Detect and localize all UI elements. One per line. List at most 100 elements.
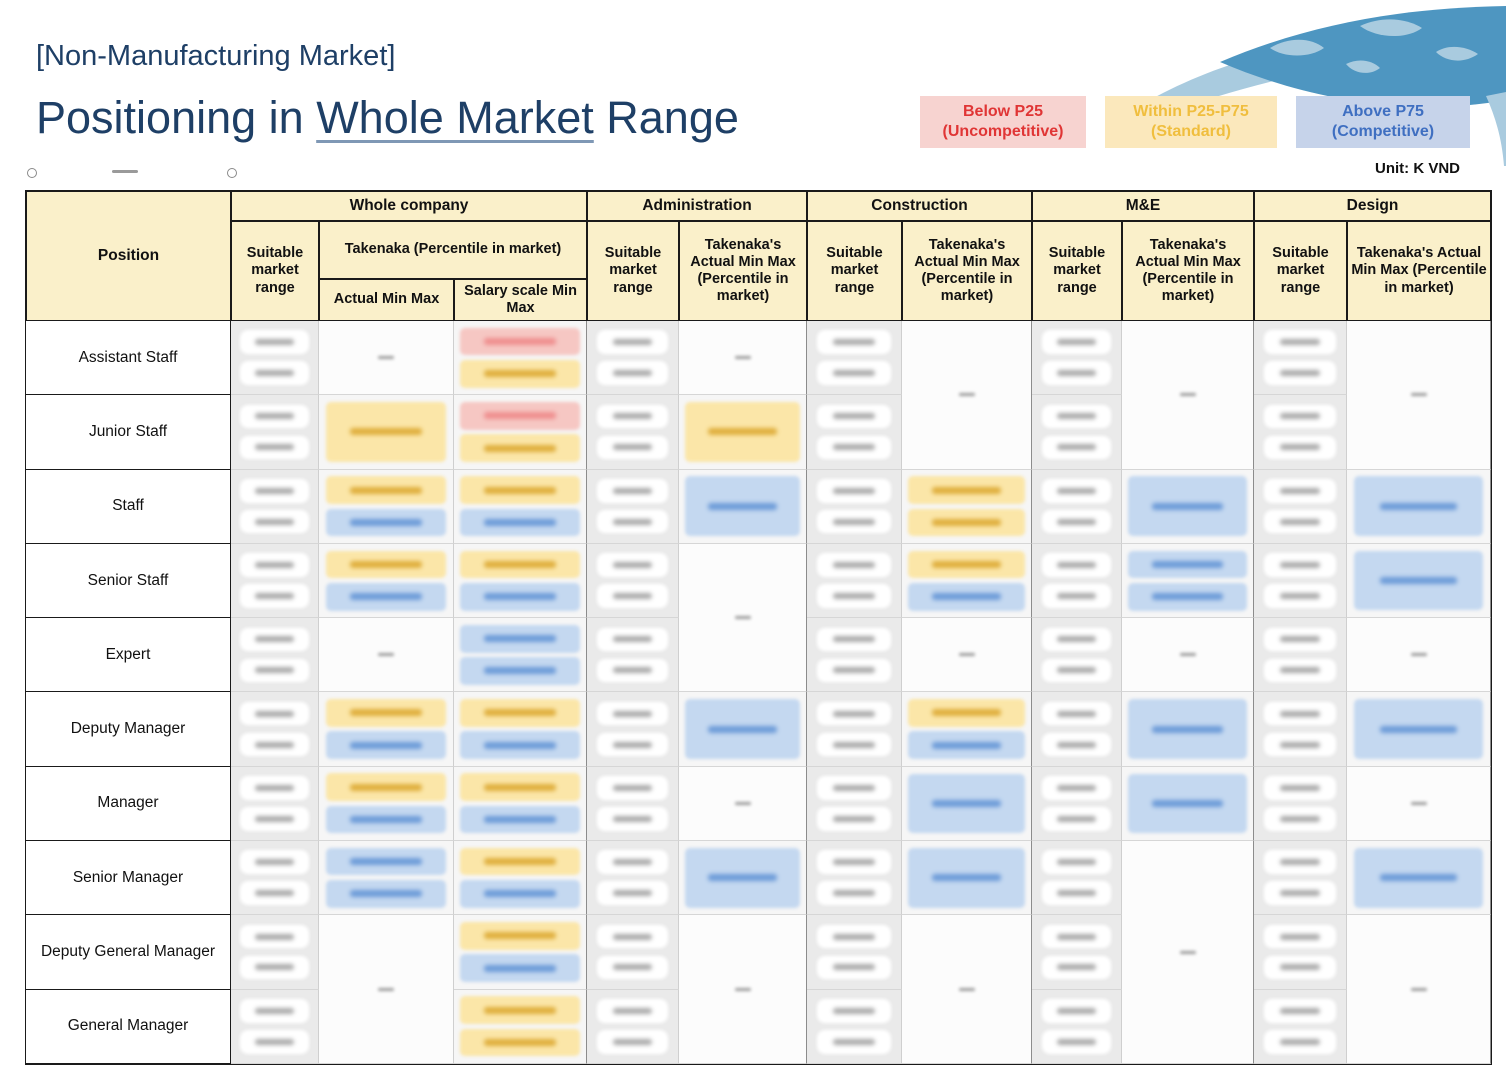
blurred-value-chip [817,924,891,949]
highlight-chip-blue [1353,550,1484,611]
blurred-value-chip [240,435,309,460]
empty-dash-cell [679,766,807,842]
suitable-range-cell [587,469,679,544]
highlight-chip-blue [325,731,447,760]
suitable-range-cell [1032,692,1122,767]
blurred-value-chip [817,435,891,460]
blurred-value-chip [817,999,891,1023]
legend-below-p25-line1: Below P25 [962,103,1044,120]
highlight-chip-yellow [460,996,580,1024]
blurred-value-chip [1041,509,1112,534]
header-group-design: Design [1254,191,1491,221]
legend-above-line2: (Competitive) [1331,123,1435,140]
blurred-value-chip [240,627,309,652]
highlight-chip-blue [1128,476,1247,537]
blurred-value-chip [240,553,309,577]
header-admin-takenaka-actual: Takenaka's Actual Min Max (Percentile in… [679,221,807,321]
suitable-range-cell [807,321,902,396]
highlight-chip-blue [1353,476,1484,537]
highlight-chip-blue [325,582,447,611]
empty-dash-cell [319,618,454,693]
blurred-value-chip [1263,1030,1337,1054]
suitable-range-cell [587,915,679,990]
blurred-value-chip [1041,658,1112,683]
highlight-chip-blue [460,508,580,537]
blurred-value-chip [817,881,891,905]
actual-range-cell [454,692,587,767]
dash-mark [734,801,751,805]
blurred-value-chip [596,658,669,683]
dash-mark [1179,653,1196,657]
actual-range-cell [454,841,587,916]
blurred-value-chip [1263,509,1337,534]
empty-dash-cell [1347,321,1491,470]
blurred-value-chip [240,999,309,1023]
shape-dash-icon [112,170,138,173]
position-row-label: General Manager [26,989,231,1064]
suitable-range-cell [807,543,902,619]
highlight-chip-yellow [325,699,447,727]
market-tag-title: [Non-Manufacturing Market] [36,40,396,72]
empty-dash-cell [1347,618,1491,693]
blurred-value-chip [240,881,309,905]
dash-mark [1179,393,1196,397]
suitable-range-cell [807,469,902,544]
blurred-value-chip [596,1030,669,1054]
position-row-label: Deputy Manager [26,692,231,767]
position-row-label: Senior Staff [26,543,231,619]
position-row-label: Senior Manager [26,841,231,916]
suitable-range-cell [1254,692,1347,767]
blurred-value-chip [596,850,669,875]
suitable-range-cell [1032,321,1122,396]
suitable-range-cell [231,395,319,470]
actual-range-cell [319,766,454,842]
header-me-suitable-range: Suitable market range [1032,221,1122,321]
highlight-chip-blue [1128,550,1247,579]
blurred-value-chip [1263,807,1337,831]
title-suffix: Range [593,92,739,143]
blurred-value-chip [1263,584,1337,608]
blurred-value-chip [240,732,309,757]
highlight-chip-blue [1128,773,1247,834]
actual-range-cell [902,692,1032,767]
highlight-chip-blue [685,847,800,908]
header-constr-takenaka-actual: Takenaka's Actual Min Max (Percentile in… [902,221,1032,321]
blurred-value-chip [240,850,309,875]
actual-range-cell [319,841,454,916]
blurred-value-chip [596,999,669,1023]
highlight-chip-blue [908,731,1025,760]
highlight-chip-blue [460,582,580,611]
actual-range-cell [679,395,807,470]
highlight-chip-blue [685,476,800,537]
suitable-range-cell [587,321,679,396]
suitable-range-cell [231,469,319,544]
blurred-value-chip [1041,850,1112,875]
header-me-takenaka-actual: Takenaka's Actual Min Max (Percentile in… [1122,221,1254,321]
blurred-value-chip [1041,478,1112,503]
header-salary-scale-min-max: Salary scale Min Max [454,279,587,321]
blurred-value-chip [817,584,891,608]
actual-range-cell [902,469,1032,544]
shape-handle-icon [227,168,237,178]
suitable-range-cell [807,841,902,916]
blurred-value-chip [240,701,309,726]
title-underlined-phrase: Whole Market [316,92,594,143]
blurred-value-chip [596,776,669,800]
highlight-chip-blue [460,954,580,983]
suitable-range-cell [1032,915,1122,990]
blurred-value-chip [1041,955,1112,980]
blurred-value-chip [596,881,669,905]
dash-mark [1410,393,1427,397]
suitable-range-cell [1032,618,1122,693]
dash-mark [734,616,751,620]
highlight-chip-blue [685,699,800,759]
blurred-value-chip [240,509,309,534]
suitable-range-cell [587,395,679,470]
blurred-value-chip [1041,807,1112,831]
empty-dash-cell [902,618,1032,693]
blurred-value-chip [596,701,669,726]
highlight-chip-blue [460,805,580,834]
blurred-value-chip [596,584,669,608]
actual-range-cell [454,618,587,693]
highlight-chip-yellow [908,476,1025,504]
